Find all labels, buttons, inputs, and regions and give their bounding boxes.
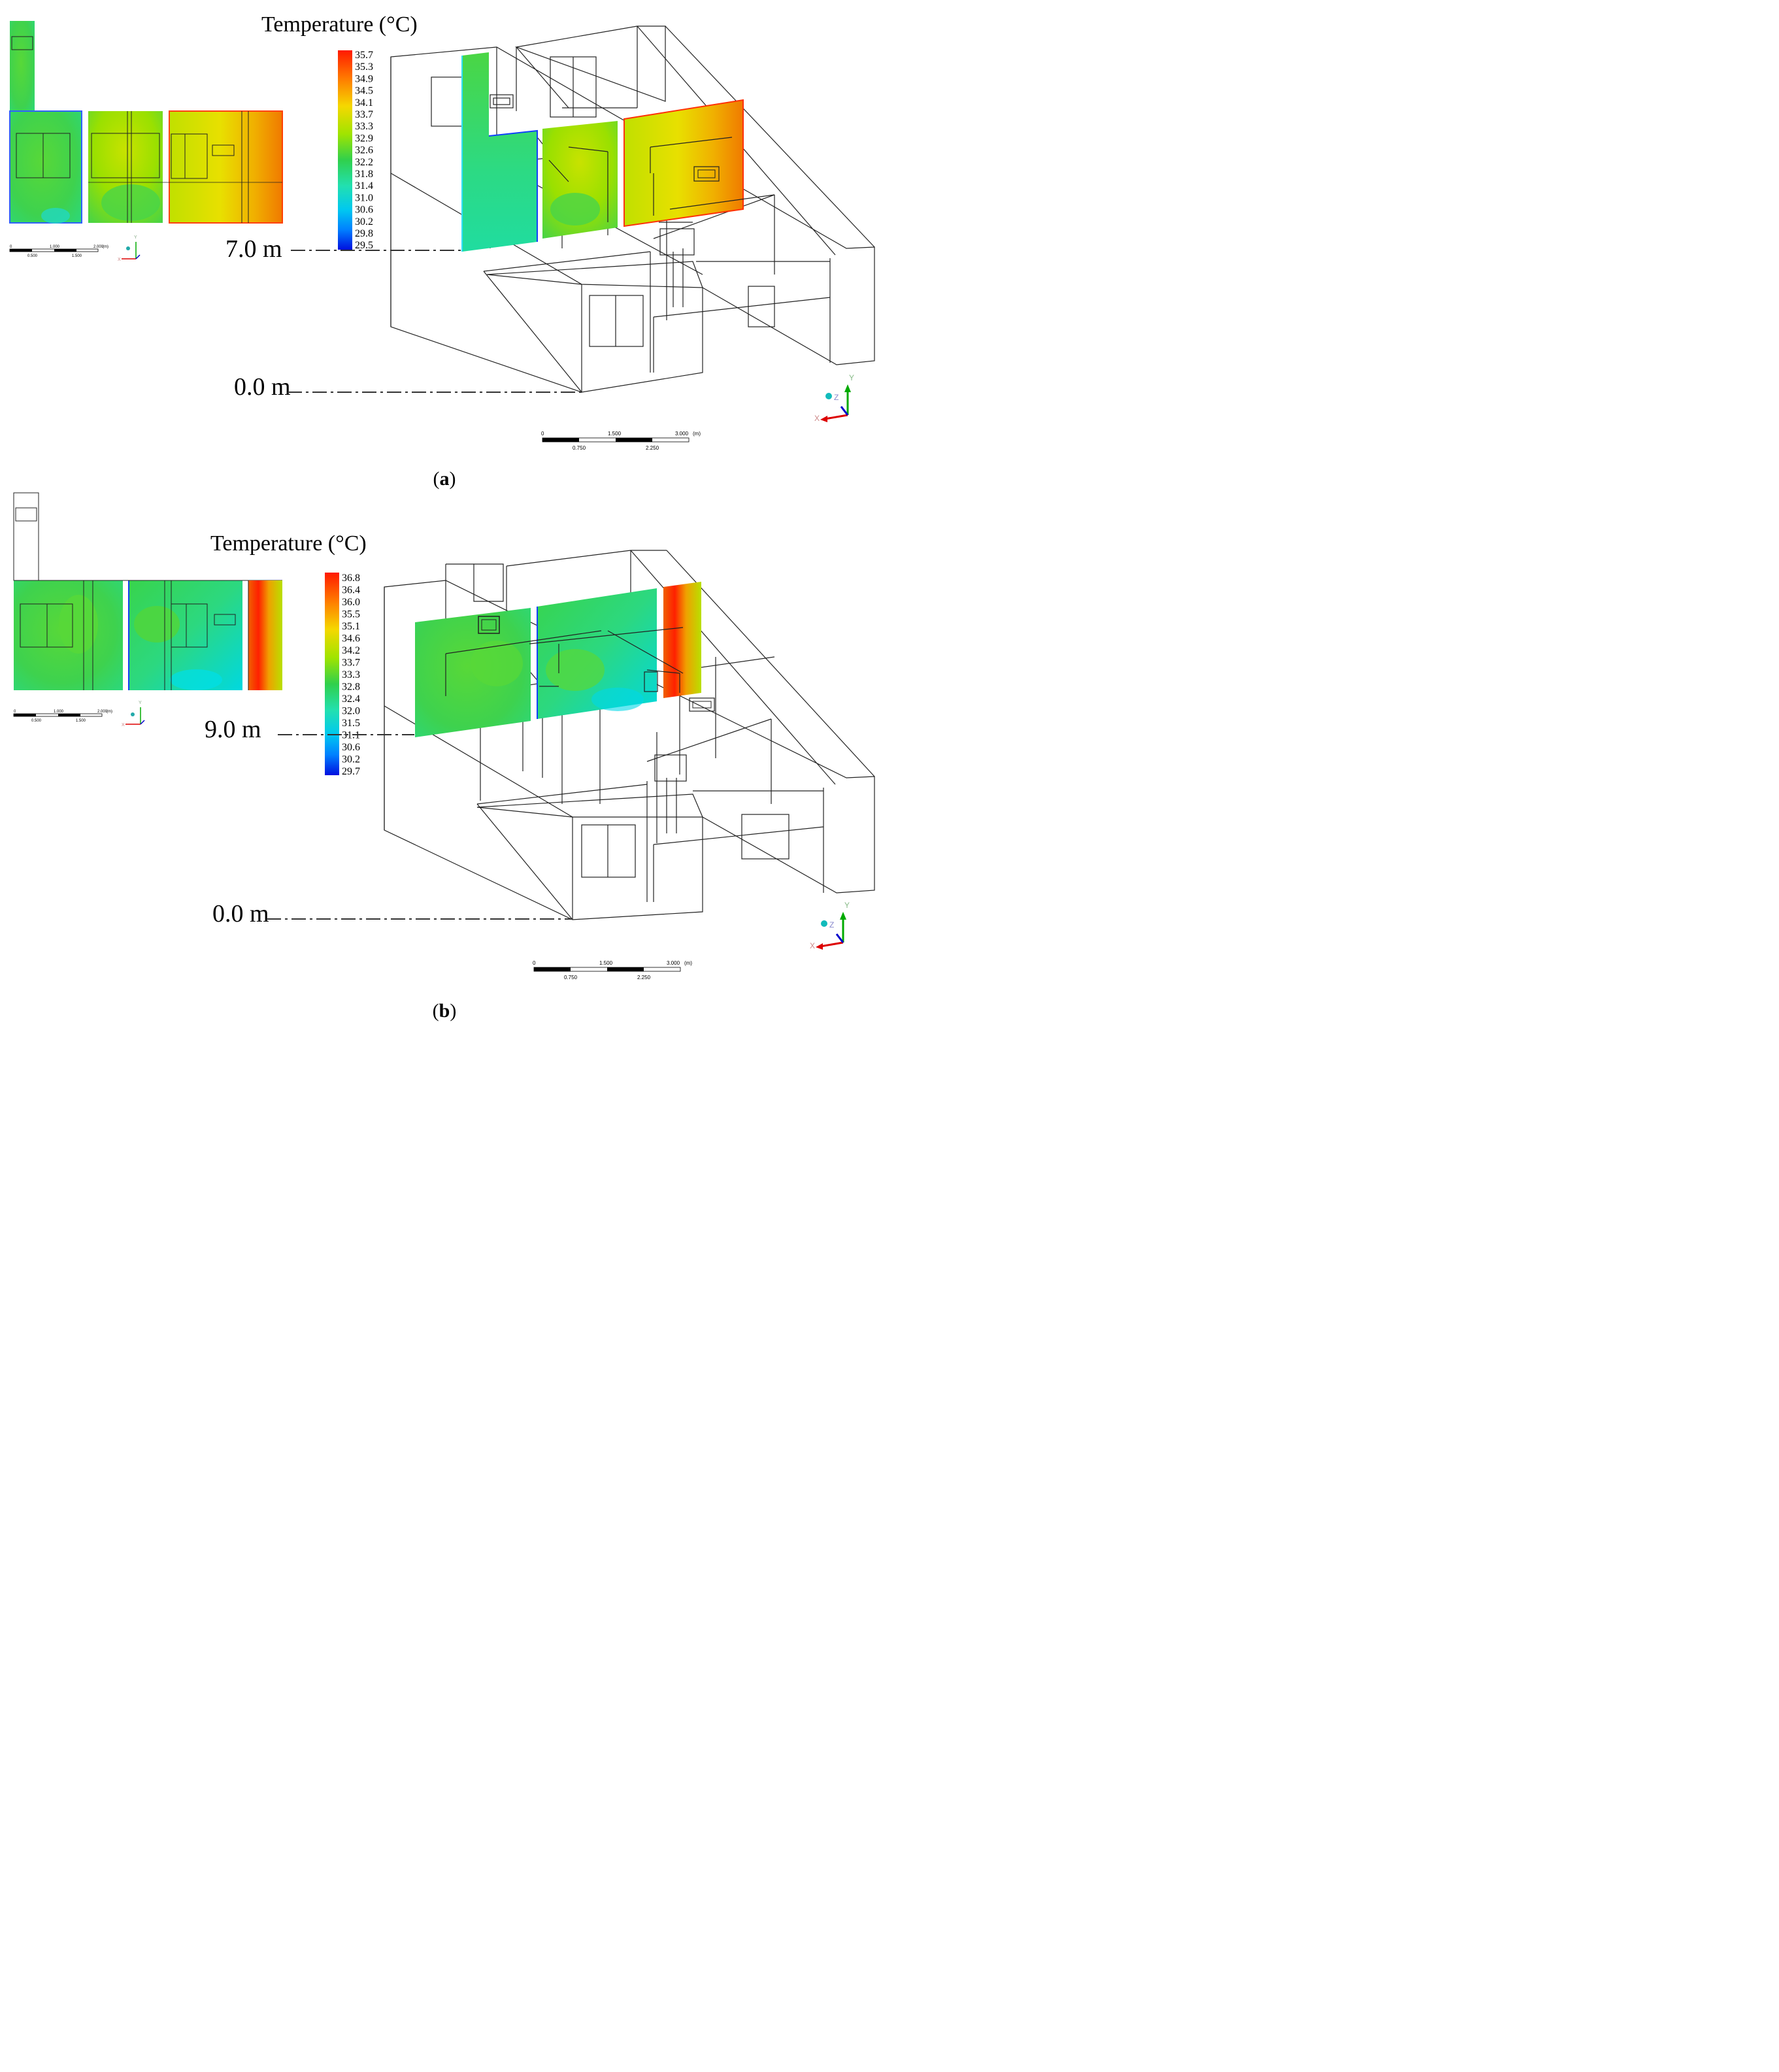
small-scale-b-b1: 1.500 bbox=[76, 719, 86, 723]
panel-b-axis-triad: Y X Z bbox=[810, 901, 850, 950]
colorbar-tick-label: 35.7 bbox=[355, 50, 373, 61]
panel-a-small-axis-triad: Y X bbox=[118, 235, 141, 262]
axis-a-x: X bbox=[814, 414, 820, 423]
scale-a-b0: 0.750 bbox=[573, 445, 586, 451]
colorbar-tick-label: 33.7 bbox=[342, 658, 360, 669]
colorbar-tick-label: 34.2 bbox=[342, 645, 360, 656]
panel-a-caption-letter: a bbox=[439, 468, 450, 490]
colorbar-tick-label: 33.3 bbox=[355, 121, 373, 132]
colorbar-tick-label: 34.6 bbox=[342, 633, 360, 644]
scale-b-b1: 2.250 bbox=[637, 975, 651, 980]
colorbar-tick-label: 30.6 bbox=[355, 205, 373, 216]
small-scale-a-t0: 0 bbox=[10, 245, 12, 249]
scale-b-b0: 0.750 bbox=[564, 975, 578, 980]
colorbar-tick-label: 31.4 bbox=[355, 180, 373, 192]
small-axis-a-y: Y bbox=[134, 235, 137, 240]
axis-b-y: Y bbox=[844, 901, 850, 910]
figure-canvas: 0 1.000 2.000 (m) 0.500 1.500 Y X Temper… bbox=[9, 12, 875, 980]
small-scale-a-t2: 2.000 bbox=[93, 245, 104, 249]
panel-a-slice-3d bbox=[461, 52, 775, 252]
small-scale-b-b0: 0.500 bbox=[31, 719, 42, 723]
small-scale-b-t0: 0 bbox=[14, 710, 16, 714]
scale-b-t0: 0 bbox=[533, 960, 536, 966]
colorbar-tick-label: 29.8 bbox=[355, 228, 373, 239]
colorbar-tick-label: 35.5 bbox=[342, 609, 360, 620]
axis-b-x: X bbox=[810, 941, 815, 950]
scale-b-t3: (m) bbox=[684, 960, 692, 966]
scale-b-t2: 3.000 bbox=[667, 960, 680, 966]
small-scale-b-t3: (m) bbox=[107, 710, 112, 714]
small-scale-a-t3: (m) bbox=[103, 245, 108, 249]
colorbar-tick-label: 31.5 bbox=[342, 718, 360, 729]
small-scale-b-t2: 2.000 bbox=[97, 710, 108, 714]
colorbar-tick-label: 33.3 bbox=[342, 669, 360, 680]
colorbar-tick-label: 36.0 bbox=[342, 597, 360, 608]
panel-a: 0 1.000 2.000 (m) 0.500 1.500 Y X Temper… bbox=[9, 12, 875, 451]
small-scale-a-b0: 0.500 bbox=[27, 254, 38, 258]
panel-a-caption: (a) bbox=[433, 468, 456, 490]
scale-a-t0: 0 bbox=[541, 431, 544, 437]
colorbar-tick-label: 32.9 bbox=[355, 133, 373, 144]
colorbar-tick-label: 29.5 bbox=[355, 240, 373, 251]
panel-b-legend-title: Temperature (°C) bbox=[210, 531, 367, 556]
scale-b-t1: 1.500 bbox=[599, 960, 613, 966]
panel-a-small-scale-bar: 0 1.000 2.000 (m) 0.500 1.500 bbox=[9, 245, 108, 258]
scale-a-b1: 2.250 bbox=[646, 445, 659, 451]
colorbar-tick-label: 32.6 bbox=[355, 145, 373, 156]
panel-a-scale-bar: 0 1.500 3.000 (m) 0.750 2.250 bbox=[541, 431, 701, 451]
colorbar-tick-label: 33.7 bbox=[355, 109, 373, 120]
scale-a-t3: (m) bbox=[693, 431, 701, 437]
panel-b-colorbar bbox=[325, 573, 339, 775]
small-scale-a-t1: 1.000 bbox=[50, 245, 60, 249]
axis-a-z: Z bbox=[834, 393, 839, 402]
colorbar-tick-label: 29.7 bbox=[342, 766, 360, 777]
axis-b-z: Z bbox=[829, 920, 834, 929]
colorbar-tick-label: 31.1 bbox=[342, 730, 360, 741]
panel-b-level-high: 9.0 m bbox=[205, 716, 261, 743]
panel-b-small-scale-bar: 0 1.000 2.000 (m) 0.500 1.500 bbox=[13, 710, 112, 723]
colorbar-tick-label: 32.4 bbox=[342, 693, 360, 705]
panel-b-level-low: 0.0 m bbox=[212, 900, 269, 927]
scale-a-t2: 3.000 bbox=[675, 431, 689, 437]
small-axis-b-x: X bbox=[122, 723, 125, 727]
panel-b-colorbar-ticks: 36.836.436.035.535.134.634.2 33.733.3 32.8… bbox=[342, 573, 360, 777]
panel-a-colorbar bbox=[338, 50, 352, 250]
panel-a-building-wireframe bbox=[390, 25, 875, 393]
colorbar-tick-label: 30.2 bbox=[355, 216, 373, 227]
panel-a-level-high: 7.0 m bbox=[225, 235, 282, 263]
colorbar-tick-label: 35.3 bbox=[355, 61, 373, 73]
panel-a-level-low: 0.0 m bbox=[234, 373, 291, 401]
colorbar-tick-label: 32.8 bbox=[342, 682, 360, 693]
small-axis-a-x: X bbox=[118, 258, 121, 262]
panel-a-legend-title: Temperature (°C) bbox=[261, 12, 418, 37]
small-scale-b-t1: 1.000 bbox=[54, 710, 64, 714]
panel-a-slice-plan bbox=[9, 21, 283, 224]
panel-a-axis-triad: Y X Z bbox=[814, 373, 854, 423]
figure: 0 1.000 2.000 (m) 0.500 1.500 Y X Temper… bbox=[0, 0, 890, 1036]
panel-b-scale-bar: 0 1.500 3.000 (m) 0.750 2.250 bbox=[533, 960, 692, 980]
colorbar-tick-label: 34.5 bbox=[355, 86, 373, 97]
panel-b-slice-3d bbox=[415, 582, 715, 737]
colorbar-tick-label: 30.2 bbox=[342, 754, 360, 765]
axis-a-y: Y bbox=[849, 373, 854, 382]
panel-b-small-axis-triad: Y X bbox=[122, 701, 145, 727]
colorbar-tick-label: 34.9 bbox=[355, 73, 373, 84]
scale-a-t1: 1.500 bbox=[608, 431, 622, 437]
panel-b: 0 1.000 2.000 (m) 0.500 1.500 Y X Temper… bbox=[13, 492, 875, 980]
colorbar-tick-label: 32.2 bbox=[355, 157, 373, 168]
colorbar-tick-label: 31.0 bbox=[355, 192, 373, 203]
panel-a-colorbar-ticks: 35.735.334.9 34.534.133.733.332.932.632.2… bbox=[355, 50, 373, 251]
small-axis-b-y: Y bbox=[139, 701, 142, 705]
colorbar-tick-label: 36.4 bbox=[342, 585, 360, 596]
colorbar-tick-label: 30.6 bbox=[342, 742, 360, 753]
panel-b-slice-plan bbox=[13, 492, 282, 690]
small-scale-a-b1: 1.500 bbox=[72, 254, 82, 258]
panel-b-caption-letter: b bbox=[439, 1000, 450, 1022]
colorbar-tick-label: 34.1 bbox=[355, 97, 373, 109]
colorbar-tick-label: 31.8 bbox=[355, 169, 373, 180]
colorbar-tick-label: 36.8 bbox=[342, 573, 360, 584]
colorbar-tick-label: 35.1 bbox=[342, 621, 360, 632]
colorbar-tick-label: 32.0 bbox=[342, 706, 360, 717]
panel-b-caption: (b) bbox=[432, 1000, 457, 1022]
